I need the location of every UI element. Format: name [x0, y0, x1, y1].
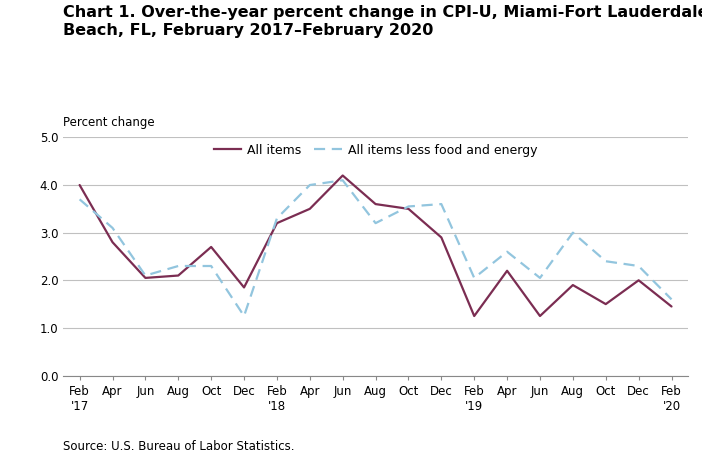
All items less food and energy	[437, 202, 446, 207]
All items less food and energy	[602, 258, 610, 264]
All items	[108, 240, 117, 245]
Text: Source: U.S. Bureau of Labor Statistics.: Source: U.S. Bureau of Labor Statistics.	[63, 441, 295, 453]
All items	[174, 273, 183, 278]
All items	[272, 220, 281, 226]
All items less food and energy	[635, 263, 643, 269]
All items	[668, 304, 676, 309]
Legend: All items, All items less food and energy: All items, All items less food and energ…	[213, 144, 538, 157]
All items	[141, 275, 150, 281]
All items	[207, 244, 216, 250]
All items less food and energy	[536, 275, 544, 281]
All items	[75, 182, 84, 188]
All items	[305, 206, 314, 212]
All items less food and energy	[503, 249, 511, 255]
All items	[338, 173, 347, 178]
All items less food and energy	[404, 204, 413, 209]
All items	[503, 268, 511, 273]
All items	[404, 206, 413, 212]
All items less food and energy	[141, 273, 150, 278]
All items less food and energy	[305, 182, 314, 188]
Line: All items: All items	[79, 175, 672, 316]
All items less food and energy	[174, 263, 183, 269]
All items less food and energy	[75, 196, 84, 202]
All items less food and energy	[108, 225, 117, 231]
All items	[371, 202, 380, 207]
All items	[569, 282, 577, 288]
All items less food and energy	[207, 263, 216, 269]
Line: All items less food and energy: All items less food and energy	[79, 180, 672, 316]
All items less food and energy	[569, 230, 577, 235]
Text: Chart 1. Over-the-year percent change in CPI-U, Miami-Fort Lauderdale-West Palm
: Chart 1. Over-the-year percent change in…	[63, 5, 702, 38]
All items less food and energy	[668, 297, 676, 302]
All items	[635, 278, 643, 283]
Text: Percent change: Percent change	[63, 116, 155, 129]
All items	[602, 301, 610, 307]
All items less food and energy	[338, 178, 347, 183]
All items less food and energy	[470, 275, 479, 281]
All items	[470, 313, 479, 319]
All items	[240, 285, 249, 290]
All items less food and energy	[272, 216, 281, 221]
All items	[536, 313, 544, 319]
All items less food and energy	[240, 313, 249, 319]
All items less food and energy	[371, 220, 380, 226]
All items	[437, 234, 446, 240]
